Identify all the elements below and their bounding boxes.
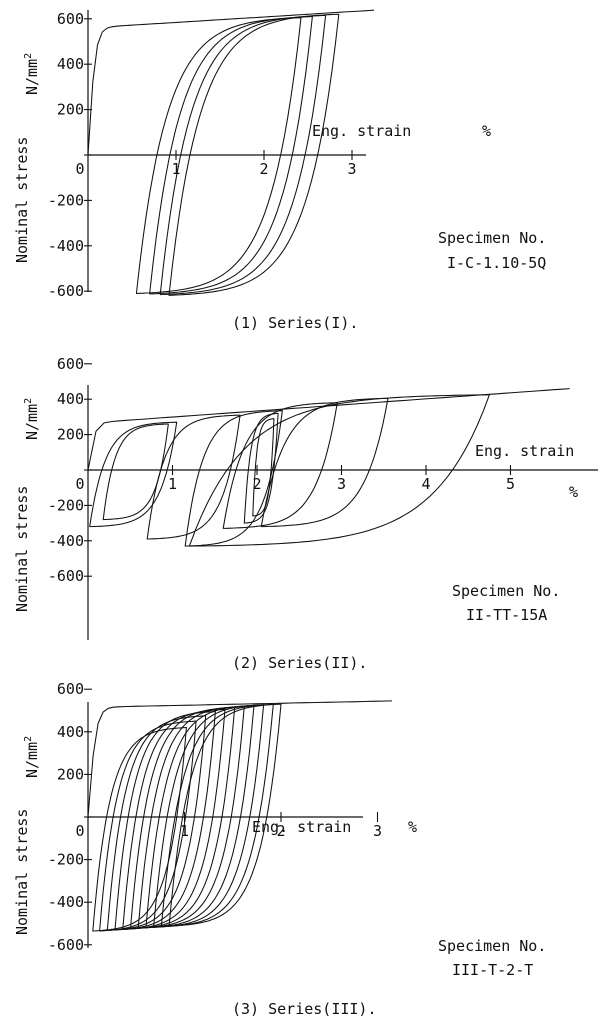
panel-1-yunit-text: N/mm bbox=[23, 59, 41, 95]
panel-2-caption: (2) Series(II). bbox=[232, 654, 367, 672]
panel-3-monotonic-curve bbox=[87, 700, 393, 818]
panel-2-y-tick-label: 200 bbox=[57, 426, 84, 444]
panel-2-y-tick-label: -600 bbox=[48, 567, 84, 585]
yunit-superscript: 2 bbox=[23, 398, 34, 404]
panel-2-loop-9 bbox=[188, 394, 490, 547]
panel-2-loop-2 bbox=[102, 423, 169, 521]
panel-1-yunit: N/mm2 bbox=[23, 53, 41, 95]
panel-1-x-tick-label: 3 bbox=[347, 160, 356, 178]
panel-2-yunit: N/mm2 bbox=[23, 398, 41, 440]
panel-2-axes: 600 400 200 -200 -400 -600 0 1 2 3 4 5 bbox=[48, 355, 598, 640]
panel-1-y-tick-label: 600 bbox=[57, 10, 84, 28]
panel-3-y-tick-label: 200 bbox=[57, 765, 84, 783]
panel-2-x-tick-label: 2 bbox=[252, 475, 261, 493]
panel-2-x-tick-label: 0 bbox=[75, 475, 84, 493]
panel-3-loop-3 bbox=[106, 715, 207, 931]
panel-1-x-tick-label: 0 bbox=[75, 160, 84, 178]
panel-2-loop-7 bbox=[252, 418, 275, 517]
panel-1-x-tick-label: 2 bbox=[259, 160, 268, 178]
panel-1: 600 400 200 -200 -400 -600 0 1 2 3 Nominal stress… bbox=[13, 9, 546, 332]
panel-2: 600 400 200 -200 -400 -600 0 1 2 3 4 5 Nominal stre… bbox=[13, 355, 598, 672]
panel-3-yunit-text: N/mm bbox=[23, 742, 41, 778]
panel-1-monotonic-curve bbox=[87, 9, 375, 156]
panel-3-specimen-id: III-T-2-T bbox=[452, 961, 533, 979]
panel-3-x-tick-label: 2 bbox=[276, 822, 285, 840]
panel-1-axes: 600 400 200 -200 -400 -600 0 1 2 3 bbox=[48, 10, 366, 300]
panel-1-x-tick-label: 1 bbox=[171, 160, 180, 178]
panel-3-loop-10 bbox=[160, 703, 274, 928]
panel-1-y-tick-label: -200 bbox=[48, 191, 84, 209]
panel-2-loop-3 bbox=[146, 414, 241, 540]
panel-3-y-tick-label: 600 bbox=[57, 680, 84, 698]
panel-1-specimen-id: I-C-1.10-5Q bbox=[447, 254, 546, 272]
panel-1-xlabel: Eng. strain bbox=[312, 122, 411, 140]
panel-3-xlabel: Eng. strain bbox=[252, 818, 351, 836]
panel-2-y-tick-label: 600 bbox=[57, 355, 84, 373]
panel-3-loop-4 bbox=[114, 711, 216, 931]
panel-3-curves bbox=[87, 700, 393, 932]
panel-2-xunit: % bbox=[569, 483, 578, 501]
panel-2-loop-5 bbox=[222, 402, 338, 529]
panel-1-xunit: % bbox=[482, 122, 491, 140]
panel-3-loop-1 bbox=[92, 726, 187, 932]
panel-3-yunit: N/mm2 bbox=[23, 736, 41, 778]
panel-3-y-tick-label: -400 bbox=[48, 893, 84, 911]
panel-2-loop-6 bbox=[243, 412, 279, 524]
panel-3-ylabel: Nominal stress bbox=[13, 809, 31, 935]
panel-3-x-tick-label: 3 bbox=[373, 822, 382, 840]
yunit-superscript: 2 bbox=[23, 736, 34, 742]
panel-2-curves bbox=[87, 388, 570, 547]
panel-2-x-tick-label: 1 bbox=[168, 475, 177, 493]
panel-3-x-tick-label: 1 bbox=[180, 822, 189, 840]
panel-2-y-tick-label: -200 bbox=[48, 496, 84, 514]
panel-1-y-tick-label: 400 bbox=[57, 55, 84, 73]
panel-1-curves bbox=[87, 9, 375, 296]
panel-3-caption: (3) Series(III). bbox=[232, 1000, 377, 1018]
panel-3-y-tick-label: 400 bbox=[57, 723, 84, 741]
panel-2-xlabel: Eng. strain bbox=[475, 442, 574, 460]
panel-1-ylabel: Nominal stress bbox=[13, 137, 31, 263]
panel-2-specimen-id: II-TT-15A bbox=[466, 606, 547, 624]
panel-3-y-tick-label: -600 bbox=[48, 936, 84, 954]
panel-1-loop-1 bbox=[135, 17, 302, 295]
panel-3-loop-5 bbox=[122, 708, 226, 931]
panel-2-yunit-text: N/mm bbox=[23, 404, 41, 440]
panel-3-xunit: % bbox=[408, 818, 417, 836]
panel-2-x-tick-label: 4 bbox=[421, 475, 430, 493]
panel-2-loop-1 bbox=[89, 421, 178, 528]
panel-1-y-tick-label: -600 bbox=[48, 282, 84, 300]
panel-1-caption: (1) Series(I). bbox=[232, 314, 358, 332]
panel-1-y-tick-label: -400 bbox=[48, 237, 84, 255]
panel-2-x-tick-label: 5 bbox=[506, 475, 515, 493]
panel-2-loop-4 bbox=[184, 410, 283, 547]
panel-2-ylabel: Nominal stress bbox=[13, 486, 31, 612]
panel-3-loop-11 bbox=[168, 703, 282, 927]
panel-3-axes: 600 400 200 -200 -400 -600 0 1 2 3 bbox=[48, 680, 382, 954]
yunit-superscript: 2 bbox=[23, 53, 34, 59]
panel-1-loop-4 bbox=[168, 13, 340, 296]
panel-3-y-tick-label: -200 bbox=[48, 851, 84, 869]
panel-2-specimen-label: Specimen No. bbox=[452, 582, 560, 600]
panel-3: 600 400 200 -200 -400 -600 0 1 2 3 Nominal stress… bbox=[13, 680, 546, 1018]
panel-3-x-tick-label: 0 bbox=[75, 822, 84, 840]
panel-2-x-tick-label: 3 bbox=[337, 475, 346, 493]
panel-1-y-tick-label: 200 bbox=[57, 101, 84, 119]
panel-1-specimen-label: Specimen No. bbox=[438, 229, 546, 247]
panel-3-specimen-label: Specimen No. bbox=[438, 937, 546, 955]
panel-2-y-tick-label: -400 bbox=[48, 532, 84, 550]
panel-2-y-tick-label: 400 bbox=[57, 390, 84, 408]
